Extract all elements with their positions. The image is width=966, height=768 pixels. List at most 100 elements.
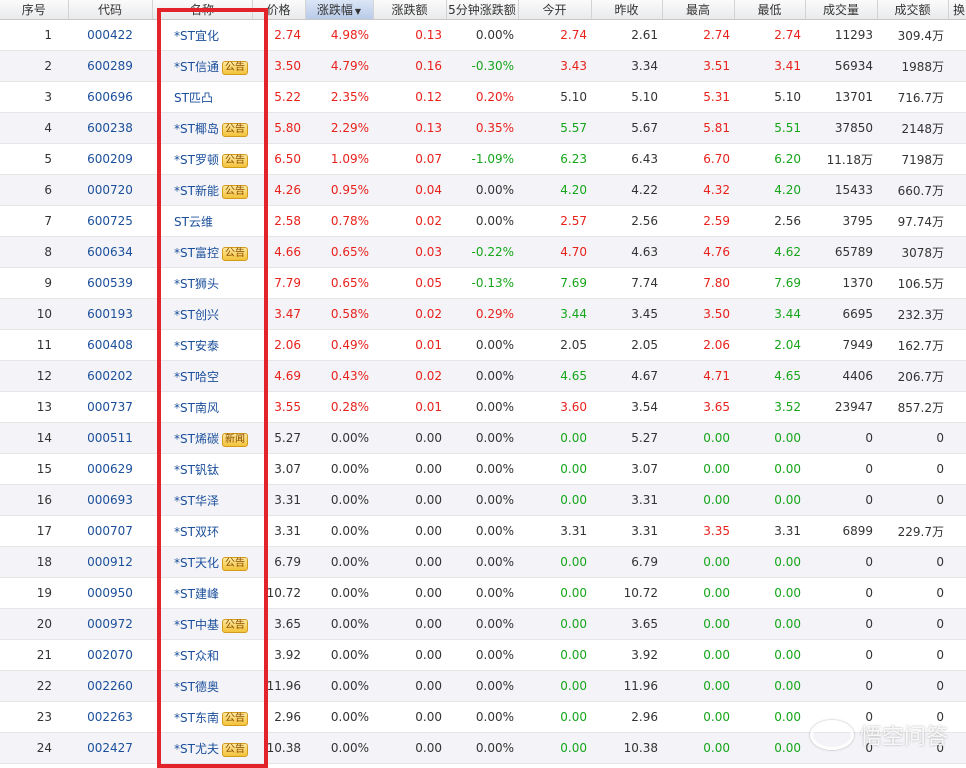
stock-code-link[interactable]: 000629 <box>68 453 152 485</box>
stock-name-link[interactable]: *ST新能 <box>174 183 219 198</box>
stock-name-cell[interactable]: *ST南风 <box>152 391 252 423</box>
stock-code-link[interactable]: 600238 <box>68 112 152 144</box>
table-row[interactable]: 10 600193 *ST创兴 3.47 0.58% 0.02 0.29% 3.44 3.45 3… <box>0 298 966 330</box>
table-row[interactable]: 6 000720 *ST新能 公告 4.26 0.95% 0.04 0.00% 4.20 4.22… <box>0 174 966 206</box>
stock-name-cell[interactable]: *ST安泰 <box>152 329 252 361</box>
table-row[interactable]: 18 000912 *ST天化 公告 6.79 0.00% 0.00 0.00% 0.00 6.7… <box>0 546 966 578</box>
table-row[interactable]: 5 600209 *ST罗顿 公告 6.50 1.09% 0.07 -1.09% 6.23 6.4… <box>0 143 966 175</box>
stock-name-cell[interactable]: *ST罗顿 公告 <box>152 143 252 175</box>
table-row[interactable]: 19 000950 *ST建峰 10.72 0.00% 0.00 0.00% 0.00 10.7… <box>0 577 966 609</box>
table-row[interactable]: 23 002263 *ST东南 公告 2.96 0.00% 0.00 0.00% 0.00 2.9… <box>0 701 966 733</box>
col-header-chg[interactable]: 涨跌额 <box>373 0 447 20</box>
notice-badge[interactable]: 公告 <box>221 711 248 726</box>
col-header-low[interactable]: 最低 <box>734 0 806 20</box>
notice-badge[interactable]: 公告 <box>221 246 248 261</box>
stock-code-link[interactable]: 000737 <box>68 391 152 423</box>
table-row[interactable]: 1 000422 *ST宜化 2.74 4.98% 0.13 0.00% 2.74 2.61 2.… <box>0 19 966 51</box>
stock-name-link[interactable]: *ST双环 <box>174 524 219 539</box>
stock-name-link[interactable]: *ST众和 <box>174 648 219 663</box>
stock-name-cell[interactable]: *ST创兴 <box>152 298 252 330</box>
table-row[interactable]: 12 600202 *ST哈空 4.69 0.43% 0.02 0.00% 4.65 4.67 4… <box>0 360 966 392</box>
stock-name-cell[interactable]: *ST椰岛 公告 <box>152 112 252 144</box>
col-header-open[interactable]: 今开 <box>518 0 592 20</box>
stock-code-link[interactable]: 000707 <box>68 515 152 547</box>
notice-badge[interactable]: 公告 <box>221 60 248 75</box>
table-row[interactable]: 22 002260 *ST德奥 11.96 0.00% 0.00 0.00% 0.00 11.9… <box>0 670 966 702</box>
table-row[interactable]: 24 002427 *ST尤夫 公告 10.38 0.00% 0.00 0.00% 0.00 10… <box>0 732 966 764</box>
col-header-turn[interactable]: 换 <box>948 0 966 20</box>
table-row[interactable]: 3 600696 ST匹凸 5.22 2.35% 0.12 0.20% 5.10 5.10 5.3… <box>0 81 966 113</box>
stock-name-cell[interactable]: *ST建峰 <box>152 577 252 609</box>
stock-name-cell[interactable]: *ST富控 公告 <box>152 236 252 268</box>
stock-name-link[interactable]: *ST烯碳 <box>174 431 219 446</box>
stock-name-link[interactable]: *ST狮头 <box>174 276 219 291</box>
stock-name-cell[interactable]: ST云维 <box>152 205 252 237</box>
stock-code-link[interactable]: 000422 <box>68 19 152 51</box>
stock-code-link[interactable]: 002427 <box>68 732 152 764</box>
col-header-prev[interactable]: 昨收 <box>591 0 663 20</box>
table-row[interactable]: 17 000707 *ST双环 3.31 0.00% 0.00 0.00% 3.31 3.31 3… <box>0 515 966 547</box>
stock-name-cell[interactable]: *ST狮头 <box>152 267 252 299</box>
table-row[interactable]: 4 600238 *ST椰岛 公告 5.80 2.29% 0.13 0.35% 5.57 5.67… <box>0 112 966 144</box>
stock-name-cell[interactable]: *ST钒钛 <box>152 453 252 485</box>
notice-badge[interactable]: 公告 <box>221 618 248 633</box>
stock-code-link[interactable]: 600209 <box>68 143 152 175</box>
stock-code-link[interactable]: 000912 <box>68 546 152 578</box>
stock-name-cell[interactable]: *ST哈空 <box>152 360 252 392</box>
stock-code-link[interactable]: 600725 <box>68 205 152 237</box>
stock-name-link[interactable]: *ST华泽 <box>174 493 219 508</box>
col-header-vol[interactable]: 成交量 <box>805 0 878 20</box>
table-row[interactable]: 7 600725 ST云维 2.58 0.78% 0.02 0.00% 2.57 2.56 2.5… <box>0 205 966 237</box>
col-header-amt[interactable]: 成交额 <box>877 0 949 20</box>
stock-name-link[interactable]: *ST尤夫 <box>174 741 219 756</box>
stock-name-link[interactable]: *ST钒钛 <box>174 462 219 477</box>
table-row[interactable]: 16 000693 *ST华泽 3.31 0.00% 0.00 0.00% 0.00 3.31 0… <box>0 484 966 516</box>
stock-code-link[interactable]: 600539 <box>68 267 152 299</box>
stock-name-cell[interactable]: *ST宜化 <box>152 19 252 51</box>
stock-name-cell[interactable]: *ST新能 公告 <box>152 174 252 206</box>
stock-code-link[interactable]: 000950 <box>68 577 152 609</box>
col-header-name[interactable]: 名称 <box>152 0 253 20</box>
stock-code-link[interactable]: 600289 <box>68 50 152 82</box>
stock-name-link[interactable]: *ST富控 <box>174 245 219 260</box>
stock-name-cell[interactable]: *ST信通 公告 <box>152 50 252 82</box>
table-row[interactable]: 21 002070 *ST众和 3.92 0.00% 0.00 0.00% 0.00 3.92 0… <box>0 639 966 671</box>
table-row[interactable]: 13 000737 *ST南风 3.55 0.28% 0.01 0.00% 3.60 3.54 3… <box>0 391 966 423</box>
table-row[interactable]: 11 600408 *ST安泰 2.06 0.49% 0.01 0.00% 2.05 2.05 2… <box>0 329 966 361</box>
col-header-price[interactable]: 价格 <box>252 0 306 20</box>
stock-name-cell[interactable]: *ST天化 公告 <box>152 546 252 578</box>
stock-code-link[interactable]: 600193 <box>68 298 152 330</box>
stock-code-link[interactable]: 000972 <box>68 608 152 640</box>
stock-name-cell[interactable]: *ST烯碳 新闻 <box>152 422 252 454</box>
col-header-idx[interactable]: 序号 <box>0 0 69 20</box>
news-badge[interactable]: 新闻 <box>221 432 248 447</box>
table-row[interactable]: 15 000629 *ST钒钛 3.07 0.00% 0.00 0.00% 0.00 3.07 0… <box>0 453 966 485</box>
stock-name-link[interactable]: *ST罗顿 <box>174 152 219 167</box>
notice-badge[interactable]: 公告 <box>221 184 248 199</box>
stock-name-cell[interactable]: *ST华泽 <box>152 484 252 516</box>
col-header-high[interactable]: 最高 <box>662 0 735 20</box>
col-header-chg5[interactable]: 5分钟涨跌额 <box>446 0 519 20</box>
notice-badge[interactable]: 公告 <box>221 742 248 757</box>
stock-name-link[interactable]: *ST东南 <box>174 710 219 725</box>
table-row[interactable]: 20 000972 *ST中基 公告 3.65 0.00% 0.00 0.00% 0.00 3.6… <box>0 608 966 640</box>
stock-name-link[interactable]: ST云维 <box>174 214 213 229</box>
stock-code-link[interactable]: 600202 <box>68 360 152 392</box>
stock-name-link[interactable]: *ST德奥 <box>174 679 219 694</box>
stock-code-link[interactable]: 600408 <box>68 329 152 361</box>
col-header-pct[interactable]: 涨跌幅 ▼ <box>305 0 374 20</box>
stock-code-link[interactable]: 600634 <box>68 236 152 268</box>
stock-name-link[interactable]: *ST信通 <box>174 59 219 74</box>
stock-name-link[interactable]: *ST建峰 <box>174 586 219 601</box>
stock-code-link[interactable]: 000720 <box>68 174 152 206</box>
stock-name-cell[interactable]: *ST东南 公告 <box>152 701 252 733</box>
stock-name-cell[interactable]: *ST德奥 <box>152 670 252 702</box>
table-row[interactable]: 8 600634 *ST富控 公告 4.66 0.65% 0.03 -0.22% 4.70 4.6… <box>0 236 966 268</box>
notice-badge[interactable]: 公告 <box>221 153 248 168</box>
stock-name-cell[interactable]: *ST双环 <box>152 515 252 547</box>
stock-name-link[interactable]: *ST天化 <box>174 555 219 570</box>
stock-name-link[interactable]: *ST中基 <box>174 617 219 632</box>
stock-name-cell[interactable]: *ST中基 公告 <box>152 608 252 640</box>
table-row[interactable]: 9 600539 *ST狮头 7.79 0.65% 0.05 -0.13% 7.69 7.74 7… <box>0 267 966 299</box>
stock-name-link[interactable]: *ST安泰 <box>174 338 219 353</box>
